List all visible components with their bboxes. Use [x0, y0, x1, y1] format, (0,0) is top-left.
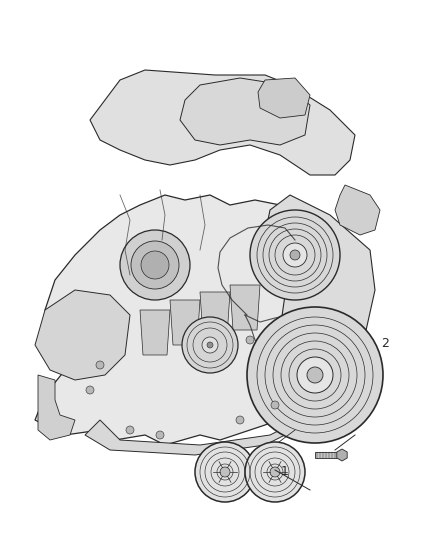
Polygon shape [140, 310, 170, 355]
Circle shape [297, 357, 333, 393]
Circle shape [141, 251, 169, 279]
Circle shape [307, 367, 323, 383]
Circle shape [207, 342, 213, 348]
Circle shape [283, 243, 307, 267]
Circle shape [270, 467, 280, 477]
Text: 2: 2 [381, 337, 389, 350]
Polygon shape [230, 285, 260, 330]
Polygon shape [85, 420, 300, 455]
Circle shape [250, 210, 340, 300]
Text: 1: 1 [280, 465, 288, 478]
Circle shape [131, 241, 179, 289]
Polygon shape [180, 78, 310, 145]
Circle shape [120, 230, 190, 300]
FancyBboxPatch shape [315, 452, 337, 458]
Circle shape [126, 426, 134, 434]
Circle shape [182, 317, 238, 373]
Circle shape [156, 431, 164, 439]
Polygon shape [258, 78, 310, 118]
Polygon shape [35, 290, 130, 380]
Circle shape [271, 401, 279, 409]
Polygon shape [200, 292, 230, 337]
Circle shape [290, 250, 300, 260]
Circle shape [86, 386, 94, 394]
Circle shape [246, 336, 254, 344]
Circle shape [202, 337, 218, 353]
Polygon shape [250, 195, 375, 415]
Polygon shape [90, 70, 355, 175]
Circle shape [245, 442, 305, 502]
Circle shape [236, 416, 244, 424]
Polygon shape [170, 300, 200, 345]
Circle shape [220, 467, 230, 477]
Circle shape [247, 307, 383, 443]
Polygon shape [335, 185, 380, 235]
Circle shape [96, 361, 104, 369]
Circle shape [195, 442, 255, 502]
Polygon shape [337, 449, 347, 461]
Polygon shape [38, 375, 75, 440]
Polygon shape [35, 195, 365, 445]
